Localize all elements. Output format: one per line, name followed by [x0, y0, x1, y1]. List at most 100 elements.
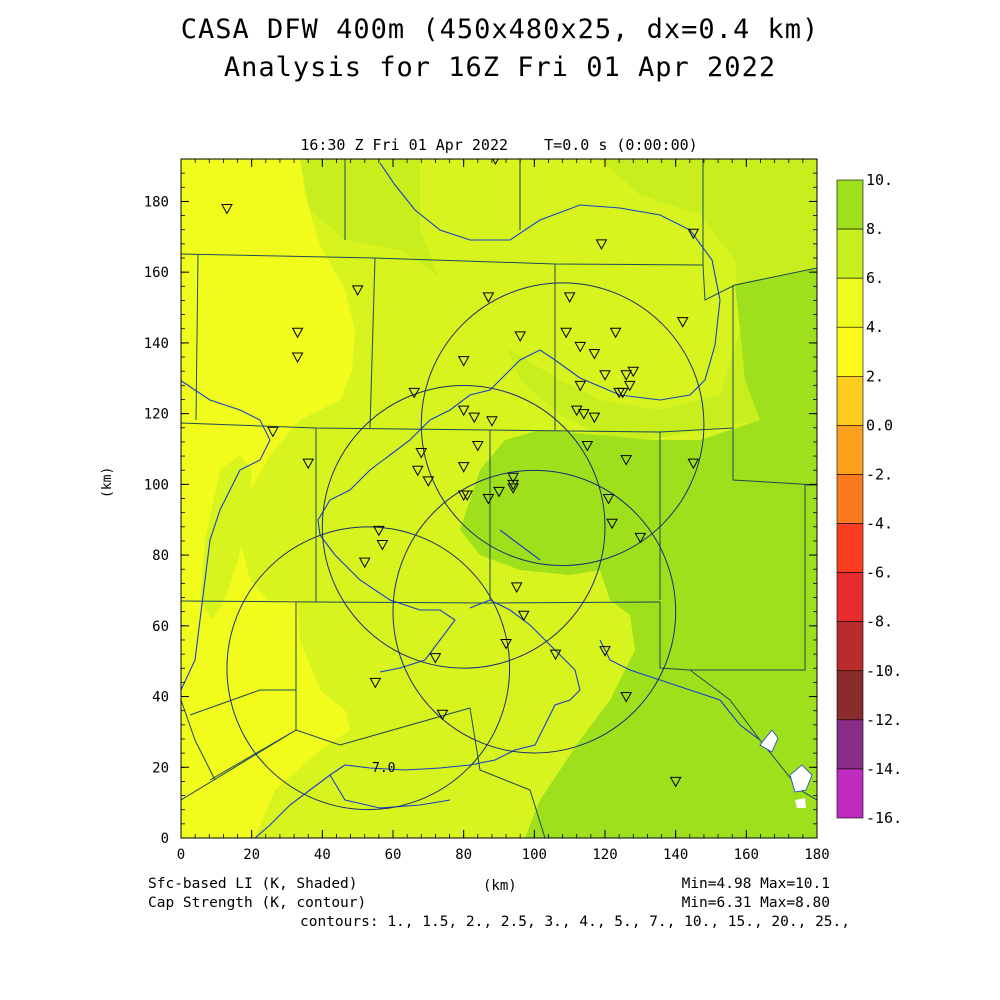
- station-marker: [507, 472, 519, 484]
- station-marker: [634, 532, 647, 544]
- colorbar-label: -14.: [866, 760, 902, 778]
- radar-range-ring: [321, 384, 606, 669]
- colorbar-swatch: [836, 621, 864, 672]
- li-field-4to6-blob: [200, 455, 252, 620]
- station-marker: [436, 709, 449, 721]
- station-marker: [376, 539, 389, 551]
- y-tick-label: 60: [152, 619, 169, 635]
- colorbar-label: -2.: [866, 465, 893, 483]
- x-tick-label: 60: [385, 847, 402, 863]
- li-shaded-field: [181, 159, 817, 838]
- station-marker: [457, 356, 470, 367]
- y-tick-label: 20: [152, 760, 169, 776]
- colorbar-swatch: [836, 277, 864, 328]
- rivers: [181, 162, 761, 838]
- colorbar-swatch: [836, 179, 864, 230]
- station-marker: [577, 409, 590, 420]
- y-axis: 0 20 40 60 80 100 120 140 160 180: [144, 158, 817, 847]
- colorbar-swatch: [836, 326, 864, 377]
- station-marker: [517, 610, 530, 622]
- colorbar-swatch: [836, 719, 864, 770]
- station-marker: [687, 458, 700, 470]
- station-marker: [595, 239, 608, 250]
- station-marker: [549, 649, 562, 661]
- station-marker: [574, 380, 587, 392]
- station-marker: [471, 440, 484, 452]
- station-marker: [373, 525, 385, 537]
- station-marker: [408, 387, 421, 399]
- station-marker: [507, 483, 519, 494]
- colorbar-label: 0.0: [866, 416, 893, 434]
- colorbar-label: -16.: [866, 809, 902, 827]
- y-tick-label: 40: [152, 690, 169, 706]
- station-marker: [606, 518, 618, 530]
- radar-range-rings: [226, 282, 705, 811]
- colorbar-label: 2.: [866, 367, 884, 385]
- station-marker: [500, 638, 512, 650]
- x-tick-label: 20: [243, 847, 260, 863]
- station-marker: [482, 292, 495, 303]
- station-marker: [507, 479, 519, 491]
- colorbar-label: -12.: [866, 711, 902, 729]
- colorbar-swatch: [836, 768, 864, 819]
- colorbar-swatch: [836, 425, 864, 475]
- y-tick-label: 0: [161, 831, 169, 847]
- colorbar-swatch: [836, 474, 864, 524]
- title-line-2: Analysis for 16Z Fri 01 Apr 2022: [223, 52, 777, 83]
- x-tick-label: 140: [663, 847, 688, 863]
- station-marker: [369, 677, 382, 689]
- y-tick-label: 120: [144, 407, 169, 423]
- station-marker: [358, 557, 371, 569]
- station-marker: [514, 331, 527, 342]
- y-tick-label: 180: [144, 194, 169, 210]
- county-boundaries: [181, 159, 817, 838]
- station-marker: [415, 448, 428, 459]
- valid-time-label: 16:30 Z Fri 01 Apr 2022 T=0.0 s (0:00:00…: [300, 136, 698, 154]
- colorbar-label: 6.: [866, 269, 884, 287]
- x-tick-label: 80: [455, 847, 472, 863]
- y-tick-label: 140: [144, 336, 169, 352]
- station-marker: [620, 692, 633, 703]
- station-marker: [422, 476, 435, 487]
- station-marker: [627, 366, 640, 378]
- station-marker: [461, 490, 474, 501]
- colorbar-label: 8.: [866, 220, 884, 238]
- colorbar-label: 10.: [866, 171, 893, 189]
- x-tick-label: 40: [314, 847, 331, 863]
- contour-field-caption: Cap Strength (K, contour): [148, 895, 367, 911]
- colorbar: 10. 8. 6. 4. 2. 0.0 -2. -4. -6. -8. -10. -12. -14. -1…: [836, 171, 902, 827]
- station-marker: [687, 228, 700, 240]
- x-tick-label: 180: [804, 847, 829, 863]
- shaded-field-caption: Sfc-based LI (K, Shaded): [148, 876, 358, 892]
- station-marker: [351, 285, 364, 296]
- station-marker: [669, 776, 682, 788]
- station-marker: [429, 653, 442, 664]
- station-marker: [482, 494, 495, 505]
- x-tick-label: 120: [592, 847, 617, 863]
- colorbar-label: -8.: [866, 613, 893, 631]
- station-markers: [221, 159, 700, 788]
- station-marker: [411, 465, 424, 477]
- x-tick-label: 160: [734, 847, 759, 863]
- station-marker: [602, 494, 615, 505]
- station-marker: [574, 341, 587, 353]
- station-marker: [560, 327, 572, 339]
- station-marker: [599, 370, 611, 381]
- x-tick-label: 0: [177, 847, 185, 863]
- radar-range-ring: [392, 469, 677, 754]
- station-marker: [620, 370, 633, 381]
- x-axis-title: (km): [483, 878, 517, 894]
- x-axis: 0 20 40 60 80 100 120 140 160 180: [177, 159, 830, 863]
- y-tick-label: 80: [152, 548, 169, 564]
- li-field-4to6-west: [181, 159, 355, 838]
- station-marker: [221, 204, 233, 215]
- colorbar-label: -10.: [866, 662, 902, 680]
- station-marker: [302, 458, 315, 470]
- contour-min-max: Min=6.31 Max=8.80: [681, 895, 830, 911]
- station-marker: [623, 380, 636, 392]
- y-axis-title: (km): [100, 466, 115, 498]
- x-tick-label: 100: [522, 847, 547, 863]
- station-marker: [493, 486, 505, 498]
- cap-contour-label: 7.0: [372, 761, 395, 776]
